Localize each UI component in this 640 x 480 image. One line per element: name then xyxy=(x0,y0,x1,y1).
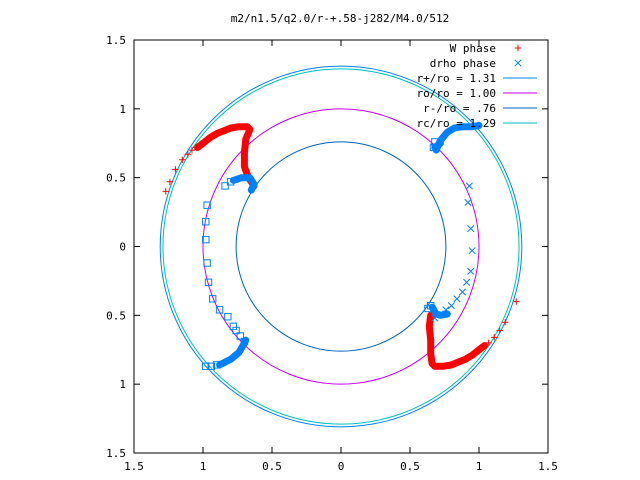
series-2-arm-0-point-4 xyxy=(204,278,213,286)
series-2-arm-0-point-6 xyxy=(215,306,224,314)
series-2-arm-0-point-1 xyxy=(202,218,210,226)
series-0-arm-1-point-3 xyxy=(490,334,498,341)
series-0-arm-1-point-4 xyxy=(485,339,492,347)
series-2-arm-1-point-0 xyxy=(221,182,229,190)
circle-1 xyxy=(202,108,480,385)
series-2-arm-1-dense xyxy=(229,174,258,194)
legend-label-2: r+/ro = 1.31 xyxy=(417,72,496,85)
x-tick-label-1: 1 xyxy=(200,460,207,473)
y-tick-label-2: 0.5 xyxy=(106,172,126,185)
series-2-arm-0-point-14 xyxy=(213,361,221,369)
legend-label-3: ro/ro = 1.00 xyxy=(417,87,496,100)
circle-0 xyxy=(159,65,523,428)
series-2-arm-2-dense xyxy=(428,303,451,319)
legend-label-4: r-/ro = .76 xyxy=(423,102,496,115)
series-2-arm-0-point-13 xyxy=(207,362,215,370)
series-0-arm-0-point-6 xyxy=(192,144,200,151)
series-2-arm-0-point-11 xyxy=(240,337,249,346)
series-0-arm-0-dense xyxy=(194,123,258,190)
series-0-arm-0-point-2 xyxy=(172,166,179,173)
y-tick-label-3: 0 xyxy=(119,241,126,254)
series-0-arm-1-point-0 xyxy=(513,298,520,305)
circle-3 xyxy=(162,68,520,425)
x-tick-label-3: 0 xyxy=(338,460,345,473)
y-tick-label-6: 1.5 xyxy=(106,447,126,460)
series-2-arm-1-point-1 xyxy=(226,178,235,186)
data-series xyxy=(162,121,520,370)
legend-label-0: W phase xyxy=(450,42,496,55)
series-2-arm-0-point-2 xyxy=(202,235,210,244)
legend-label-1: drho phase xyxy=(430,57,496,70)
series-2-arm-3-point-0 xyxy=(431,138,439,146)
x-tick-label-2: 0.5 xyxy=(262,460,282,473)
series-1-arm-0-point-1 xyxy=(464,198,472,207)
series-2-arm-0-point-3 xyxy=(203,259,211,267)
x-tick-label-6: 1.5 xyxy=(538,460,558,473)
series-2-arm-0-point-0 xyxy=(203,201,211,209)
series-0-arm-1-dense xyxy=(425,311,488,370)
series-2-arm-0-point-5 xyxy=(208,295,217,303)
series-1-arm-0-point-0 xyxy=(465,182,473,190)
chart-title: m2/n1.5/q2.0/r-+.58-j282/M4.0/512 xyxy=(231,12,450,25)
series-2-arm-0-point-7 xyxy=(224,313,232,321)
series-0-arm-0-point-3 xyxy=(179,156,186,163)
legend-swatch-0 xyxy=(514,44,522,52)
series-2-arm-2-point-1 xyxy=(424,304,432,313)
reference-circles xyxy=(159,65,523,428)
axes: 1.5 1 0.5 0 0.5 1 1.51.510.500.511.5 xyxy=(106,34,558,473)
series-1-arm-0-point-7 xyxy=(453,295,461,303)
series-0-arm-1-point-2 xyxy=(496,327,503,334)
series-0-arm-0-point-7 xyxy=(197,141,204,148)
y-tick-label-1: 1 xyxy=(119,103,126,116)
legend-label-5: rc/ro = 1.29 xyxy=(417,117,496,130)
series-0-arm-0-point-1 xyxy=(166,178,174,185)
series-0-arm-0-point-4 xyxy=(184,151,192,158)
series-2-arm-0-point-12 xyxy=(202,362,210,370)
series-2-arm-3-point-1 xyxy=(429,143,438,152)
series-2-arm-0-point-10 xyxy=(236,332,244,340)
series-2 xyxy=(202,138,451,370)
y-tick-label-5: 1 xyxy=(119,378,126,391)
legend-swatch-1 xyxy=(514,59,522,67)
series-0-arm-0-point-0 xyxy=(162,188,169,195)
y-tick-label-0: 1.5 xyxy=(106,34,126,47)
series-0-arm-1-point-1 xyxy=(502,319,509,326)
x-tick-label-0: 1.5 xyxy=(124,460,144,473)
x-tick-label-5: 1 xyxy=(476,460,483,473)
series-1 xyxy=(431,121,483,322)
circle-2 xyxy=(235,141,447,352)
series-0 xyxy=(162,123,520,370)
series-2-arm-0-point-9 xyxy=(232,326,240,335)
series-1-arm-0-point-4 xyxy=(467,267,475,275)
series-0-arm-1-point-5 xyxy=(479,343,487,351)
series-2-arm-0-dense xyxy=(216,336,250,369)
series-1-arm-0-point-8 xyxy=(447,302,455,310)
y-tick-label-4: 0.5 xyxy=(106,309,126,322)
series-1-arm-0-point-6 xyxy=(458,288,466,296)
legend: W phase drho phase r+/ro = 1.31 ro/ro = 1.0… xyxy=(417,42,537,130)
series-0-arm-0-point-5 xyxy=(188,146,196,154)
x-tick-label-4: 0.5 xyxy=(400,460,420,473)
series-1-arm-0-point-3 xyxy=(468,247,476,255)
series-1-arm-0-point-2 xyxy=(467,225,475,233)
series-1-arm-0-point-5 xyxy=(463,278,471,286)
